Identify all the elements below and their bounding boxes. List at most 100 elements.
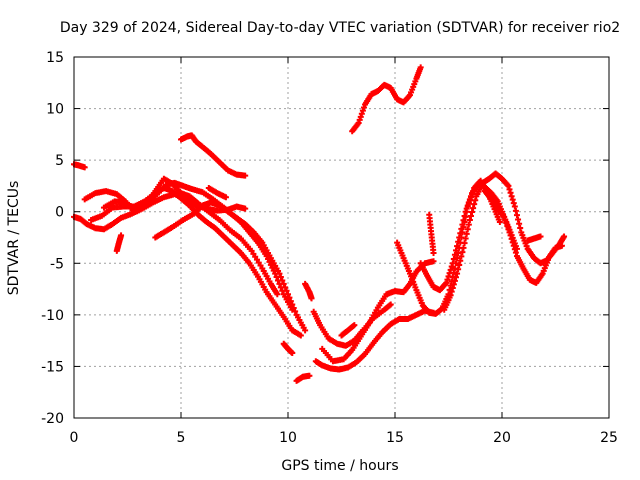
data-point [459,249,466,256]
data-point [517,225,524,232]
data-series-arc-22 [481,188,565,286]
data-point [282,284,289,291]
data-point [277,274,284,281]
data-point [449,285,456,292]
data-point [558,242,565,249]
data-point [515,216,522,223]
x-tick-label: 20 [493,430,511,446]
data-point [502,216,509,223]
data-point [454,270,461,277]
data-point [509,239,516,246]
chart-title: Day 329 of 2024, Sidereal Day-to-day VTE… [60,20,620,36]
data-point [290,304,297,311]
data-point [447,292,454,299]
data-point [512,249,519,256]
y-tick-label: -15 [41,359,64,375]
data-series-arc-10 [280,340,296,357]
data-series-arc-11 [293,372,313,384]
data-point [448,263,455,270]
x-tick-label: 5 [177,430,186,446]
data-point [460,217,467,224]
x-axis-label: GPS time / hours [281,458,398,474]
data-point [456,262,463,269]
y-tick-label: 0 [55,205,64,221]
data-point [513,212,520,219]
data-point [461,240,468,247]
data-point [283,287,290,294]
data-point [357,113,364,120]
data-point [504,223,511,230]
data-point [359,107,366,114]
data-point [496,219,503,226]
y-tick-label: -5 [50,256,64,272]
data-point [509,196,516,203]
data-point [503,220,510,227]
data-series-arc-01 [71,161,88,171]
data-point [286,294,293,301]
data-point [358,110,365,117]
data-series-arc-23 [524,233,544,244]
data-point [351,322,358,329]
data-series-arc-08 [178,132,249,179]
data-point [308,295,315,302]
data-point [222,194,229,201]
data-point [449,260,456,267]
x-tick-label: 15 [386,430,404,446]
data-point [451,277,458,284]
data-point [447,266,454,273]
x-tick-label: 0 [70,430,79,446]
data-point [471,201,478,208]
x-axis: 0 5 10 15 20 25 [70,57,618,446]
data-point [464,226,471,233]
data-point [510,242,517,249]
data-point [450,281,457,288]
data-point [472,197,479,204]
data-series-arc-09 [205,184,229,201]
y-tick-label: 15 [46,50,64,66]
y-axis-label: SDTVAR / TECUs [6,181,22,296]
data-point [467,213,474,220]
data-series-arc-04 [88,184,304,339]
data-point [454,243,461,250]
x-tick-label: 10 [279,430,297,446]
plot-frame [73,56,610,419]
data-point [452,247,459,254]
data-point [446,270,453,277]
data-point [511,246,518,253]
data-point [285,291,291,298]
data-point [501,213,508,220]
y-axis: -20 -15 -10 -5 0 5 10 15 [41,50,609,427]
data-point [462,235,469,242]
data-point [297,332,304,339]
data-point [460,244,467,251]
data-point [464,202,471,209]
data-point [289,350,296,357]
data-point [451,251,458,258]
x-tick-label: 25 [600,430,618,446]
data-point [455,266,462,273]
data-series-arc-16 [338,322,358,339]
data-point [242,172,249,179]
data-series-arc-14 [312,307,437,373]
data-series-arc-06 [113,232,125,254]
data-point [81,164,88,171]
data-point [417,64,424,71]
data-point [457,257,464,264]
data-point [506,229,513,236]
data-point [279,277,286,284]
data-point [118,232,125,239]
data-point [510,200,517,207]
data-series-arc-20 [426,211,437,256]
data-point [387,301,394,308]
data-point [470,205,477,212]
y-tick-label: -10 [41,308,64,324]
data-point [430,249,437,256]
data-point [466,196,473,203]
data-point [360,104,367,111]
y-tick-label: -20 [41,411,64,427]
data-point [356,116,363,123]
y-tick-label: 10 [46,102,64,118]
data-point [512,207,519,214]
data-series-arc-07 [152,199,309,334]
